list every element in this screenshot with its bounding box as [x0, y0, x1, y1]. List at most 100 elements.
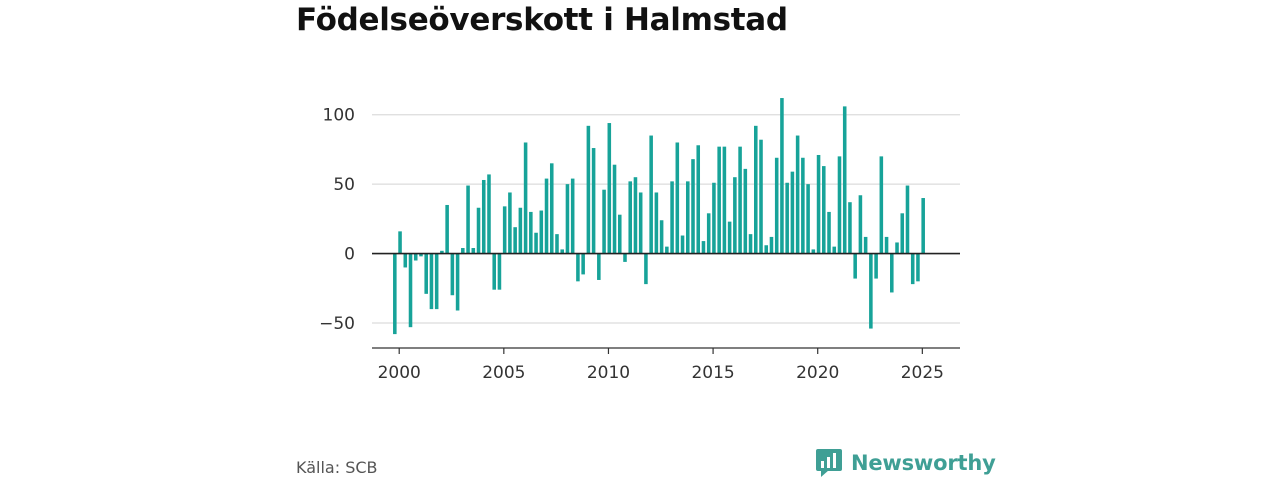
bar [659, 220, 664, 254]
bar [633, 177, 638, 254]
bar [712, 182, 716, 254]
bar [743, 168, 748, 254]
bar [450, 253, 455, 296]
bar [701, 241, 706, 254]
x-tick-label: 2010 [587, 363, 630, 383]
bar [466, 185, 470, 254]
bar [670, 181, 674, 254]
bar [696, 145, 701, 254]
bar [638, 192, 643, 254]
bar [502, 206, 507, 254]
bar [555, 234, 559, 254]
bar [628, 181, 633, 254]
bar [513, 227, 517, 254]
bar [544, 178, 549, 254]
bar [764, 245, 769, 254]
bar [523, 142, 528, 254]
bar [754, 125, 758, 254]
bar [895, 242, 899, 254]
bar [471, 248, 476, 254]
bar [393, 253, 397, 335]
bar [717, 146, 721, 254]
bar [576, 253, 580, 282]
bar [780, 98, 784, 254]
chart-title: Födelseöverskott i Halmstad [296, 2, 788, 38]
bar [842, 106, 847, 254]
brand-name: Newsworthy [851, 451, 996, 475]
bar [398, 231, 402, 254]
bar [900, 213, 905, 254]
bar [591, 148, 596, 254]
bar [685, 181, 690, 254]
bar-chart-speech-icon [816, 449, 842, 477]
bar [733, 177, 737, 254]
bar [539, 210, 544, 254]
bar [827, 211, 831, 254]
bar [748, 234, 753, 254]
bar [654, 192, 659, 254]
axes [372, 252, 960, 354]
bar [848, 202, 852, 254]
bar [785, 182, 789, 254]
bar [811, 249, 816, 254]
bar [487, 174, 491, 254]
bar [738, 146, 742, 254]
source-note: Källa: SCB [296, 458, 378, 477]
bar [434, 253, 439, 310]
bar [508, 192, 512, 254]
bar [560, 249, 564, 254]
x-axis-tick-labels: 2000 2005 2010 2015 2020 2025 [378, 363, 944, 383]
bar [853, 253, 857, 279]
x-tick-label: 2020 [796, 363, 839, 383]
bar [691, 159, 695, 254]
bar-series [393, 98, 925, 335]
bar [832, 246, 837, 254]
bar [413, 253, 418, 261]
bar [623, 253, 627, 262]
bar [440, 250, 444, 254]
bar [822, 166, 826, 254]
bar [879, 156, 884, 254]
bar [806, 184, 810, 254]
bar [874, 253, 878, 279]
bar [722, 146, 727, 254]
bar [680, 235, 685, 254]
bar [455, 253, 460, 311]
bar-chart: −50 0 50 100 2000 2005 2010 2015 2020 2025 [319, 98, 960, 383]
bar [534, 232, 538, 254]
bar [461, 248, 465, 254]
bar [403, 253, 408, 268]
bar [565, 184, 570, 254]
bar [492, 253, 496, 290]
y-tick-label: 100 [323, 106, 355, 126]
bar [408, 253, 413, 328]
bar [884, 236, 889, 254]
bar [869, 253, 873, 329]
x-tick-label: 2005 [482, 363, 525, 383]
bar [759, 139, 763, 254]
x-tick-label: 2000 [378, 363, 421, 383]
x-tick-label: 2025 [901, 363, 944, 383]
bar [497, 253, 502, 290]
bar [769, 236, 774, 254]
bar [424, 253, 428, 294]
bar [429, 253, 434, 310]
y-axis-tick-labels: −50 0 50 100 [319, 106, 355, 334]
bar [607, 123, 612, 254]
bar [774, 157, 779, 254]
brand-logo[interactable]: Newsworthy [815, 448, 996, 478]
bar [921, 198, 925, 254]
bar [586, 125, 591, 254]
y-tick-label: 0 [344, 245, 355, 265]
bar [795, 135, 800, 254]
bar [665, 246, 669, 254]
bar [518, 207, 523, 254]
bar [863, 236, 868, 254]
x-tick-label: 2015 [691, 363, 734, 383]
bar [801, 157, 805, 254]
bar [910, 253, 915, 285]
bar [905, 185, 910, 254]
bar [675, 142, 680, 254]
bar [916, 253, 920, 282]
grid-lines [372, 114, 960, 324]
